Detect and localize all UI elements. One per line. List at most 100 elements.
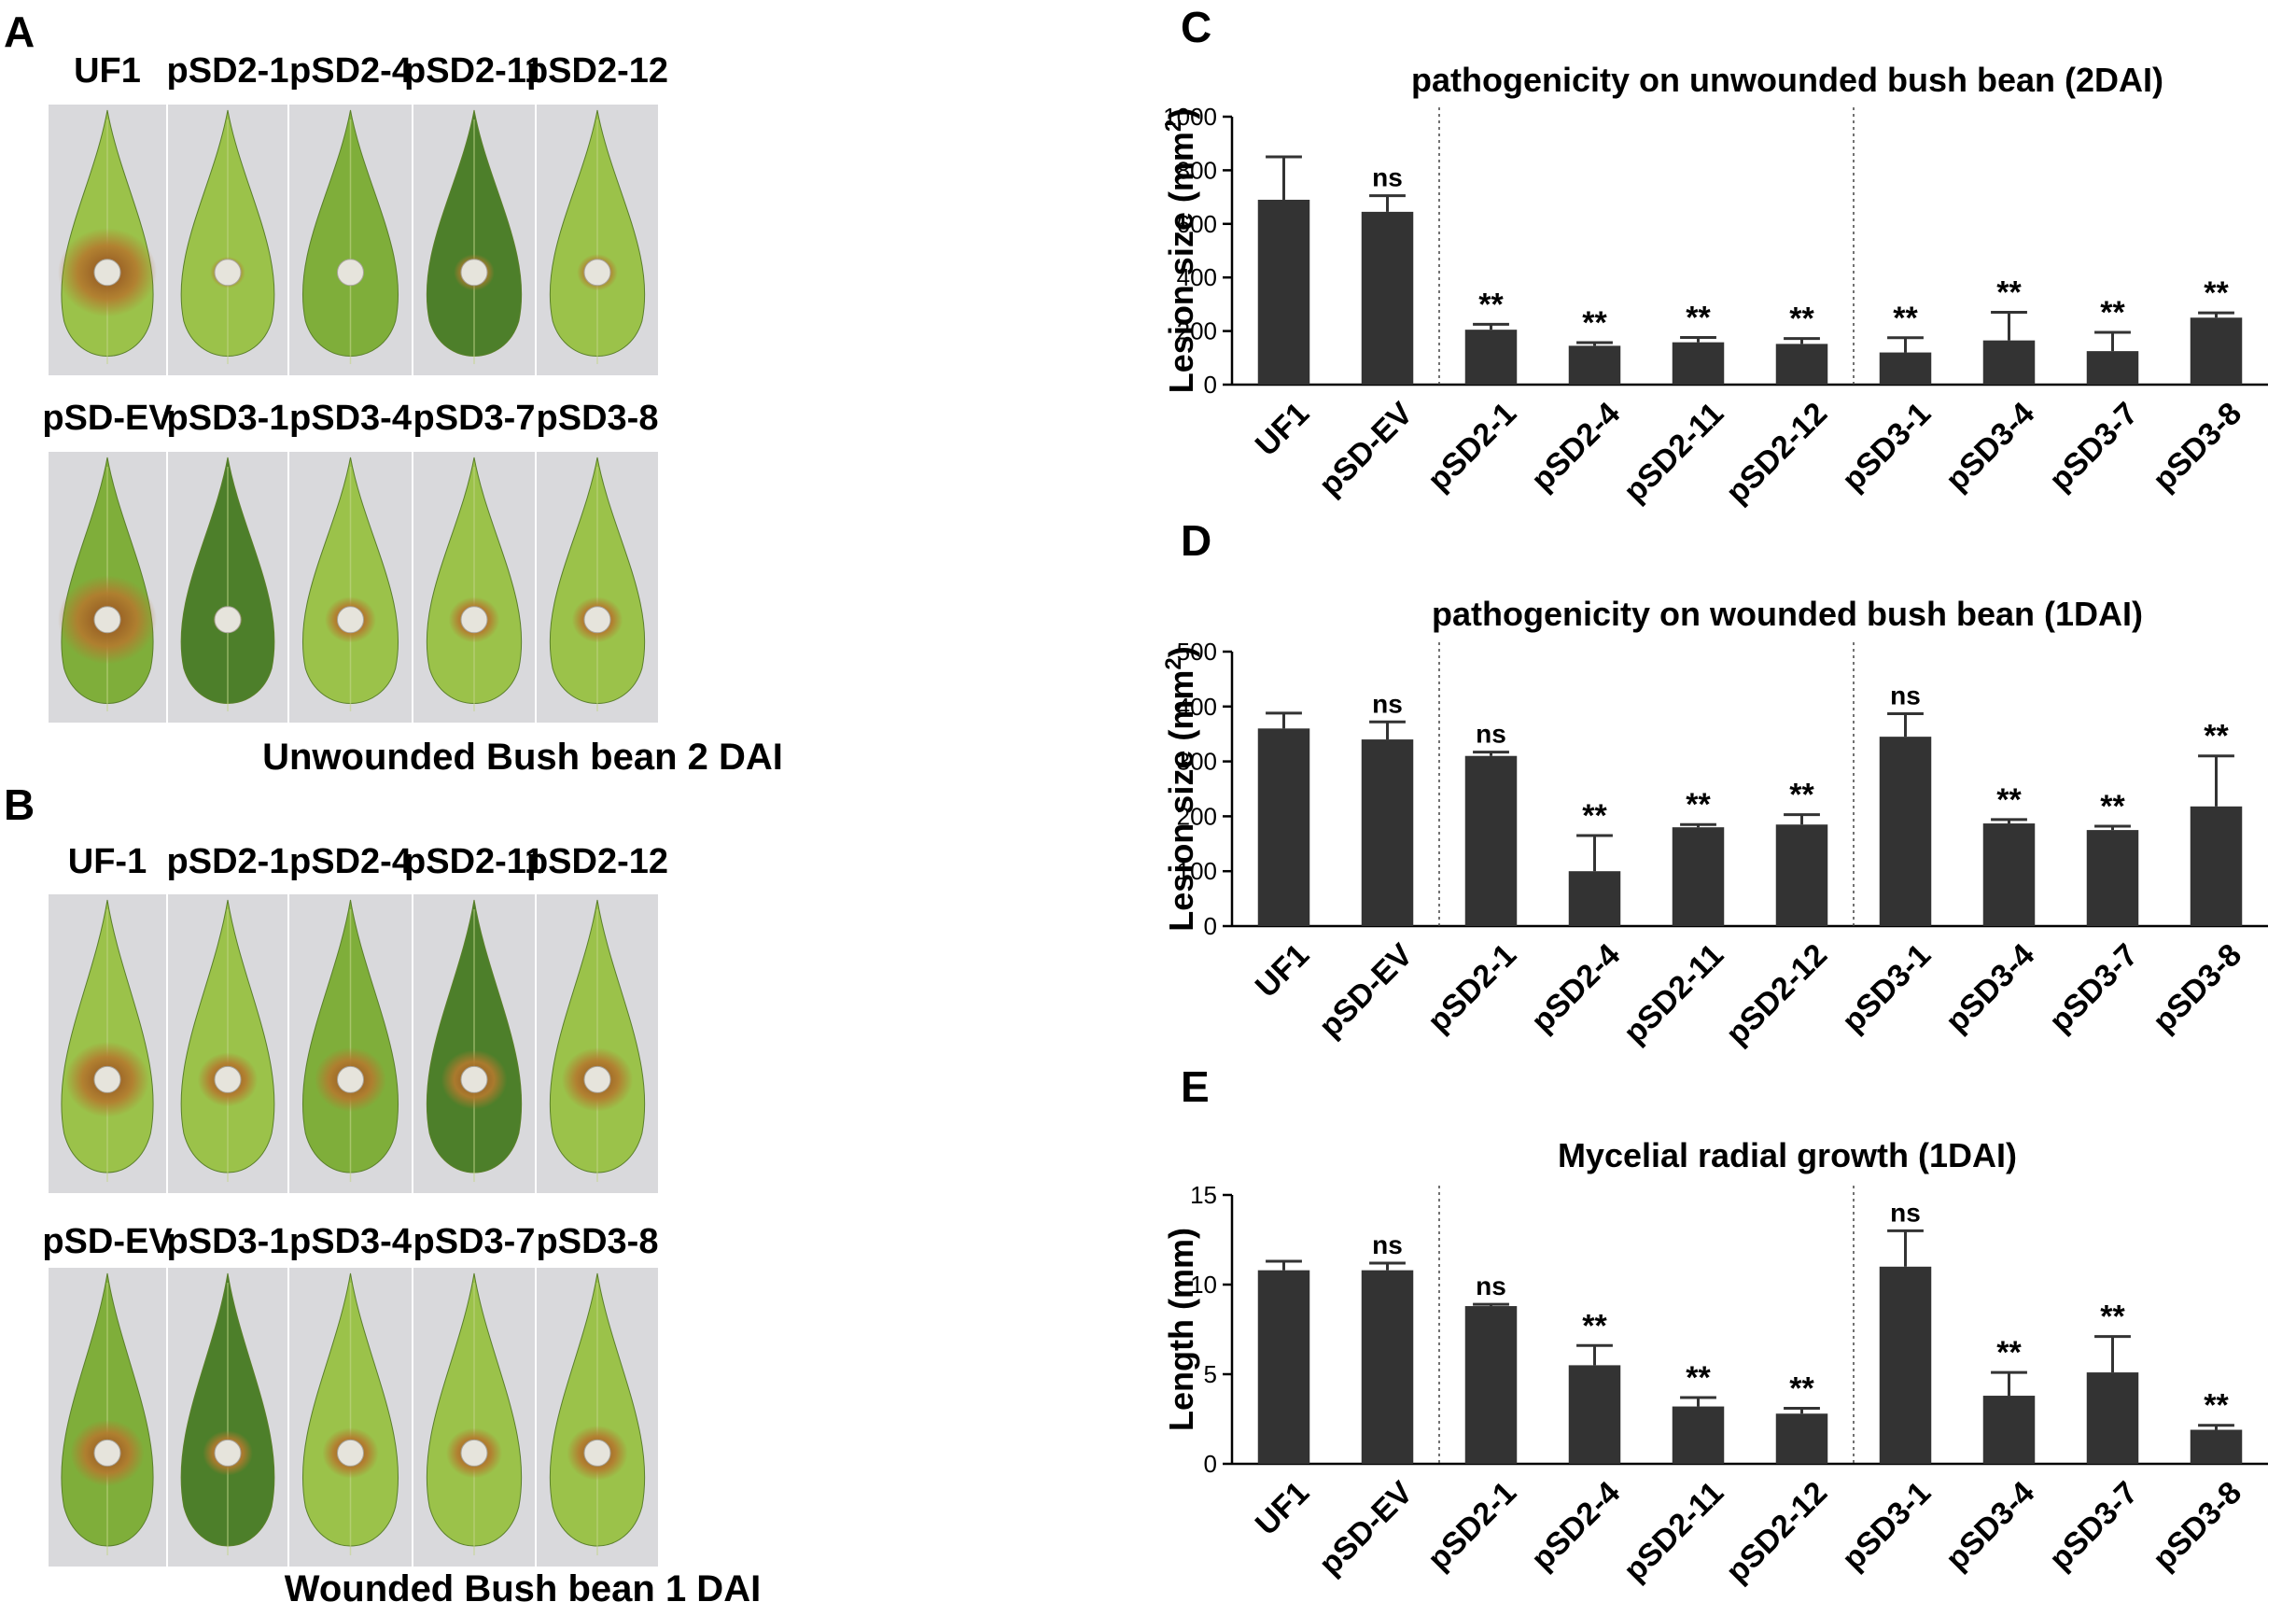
category-label: pSD2-11 — [1617, 937, 1730, 1051]
category-label: pSD3-8 — [2146, 1475, 2248, 1578]
chart-title: Mycelial radial growth (1DAI) — [1558, 1136, 2017, 1174]
y-tick-label: 600 — [1177, 210, 1217, 238]
panel-letter-e: E — [1181, 1062, 1210, 1111]
leaf-photo — [49, 452, 166, 723]
category-label: UF1 — [1249, 396, 1316, 463]
significance-label: ** — [2100, 1300, 2125, 1335]
y-tick-label: 800 — [1177, 156, 1217, 184]
significance-label: ** — [1789, 778, 1814, 813]
y-tick-label: 200 — [1177, 802, 1217, 830]
bar — [1879, 1266, 1932, 1464]
category-label: pSD2-4 — [1524, 396, 1627, 499]
significance-label: ns — [1890, 681, 1921, 710]
photo-label: pSD3-7 — [413, 399, 536, 438]
bar — [1568, 871, 1621, 926]
category-label: pSD2-4 — [1524, 937, 1627, 1040]
photo-caption: Unwounded Bush bean 2 DAI — [262, 737, 783, 778]
inoculum-droplet — [337, 259, 364, 287]
y-axis-label-close: ) — [1162, 646, 1200, 657]
category-label: pSD2-1 — [1421, 1475, 1523, 1578]
photo-label: pSD2-12 — [526, 51, 668, 91]
inoculum-droplet — [460, 1065, 488, 1093]
significance-label: ** — [1789, 302, 1814, 337]
inoculum-droplet — [93, 1065, 121, 1093]
y-tick-label: 15 — [1190, 1181, 1217, 1209]
leaf-photo — [537, 1268, 658, 1567]
y-tick-label: 400 — [1177, 693, 1217, 721]
bar — [1982, 340, 2036, 385]
y-tick-label: 0 — [1204, 912, 1217, 940]
significance-label: ns — [1372, 689, 1403, 718]
significance-label: ns — [1476, 720, 1506, 749]
category-label: pSD2-11 — [1617, 1475, 1730, 1589]
leaf-photo — [413, 105, 535, 375]
category-label: pSD3-7 — [2042, 1475, 2145, 1578]
bar — [1982, 1396, 2036, 1464]
leaf-photo — [168, 1268, 287, 1567]
photo-label: pSD2-1 — [167, 51, 289, 91]
panel-letter-b: B — [4, 780, 35, 829]
category-label: pSD3-8 — [2146, 937, 2248, 1040]
significance-label: ** — [1582, 305, 1607, 341]
category-label: pSD-EV — [1312, 396, 1420, 503]
y-tick-label: 400 — [1177, 263, 1217, 291]
significance-label: ** — [1686, 787, 1711, 822]
y-tick-label: 10 — [1190, 1271, 1217, 1299]
leaf-photo — [49, 894, 166, 1193]
bar — [1775, 344, 1828, 385]
y-tick-label: 5 — [1204, 1360, 1217, 1388]
bar — [1257, 728, 1310, 926]
category-label: pSD3-4 — [1939, 1475, 2041, 1578]
photo-label: pSD3-4 — [289, 399, 412, 438]
photo-label: pSD3-4 — [289, 1222, 412, 1261]
category-label: pSD2-11 — [1617, 396, 1730, 510]
bar — [1672, 827, 1725, 926]
photo-caption: Wounded Bush bean 1 DAI — [285, 1568, 761, 1609]
photo-label: pSD2-4 — [289, 842, 412, 881]
leaf-photo — [537, 894, 658, 1193]
category-label: UF1 — [1249, 1475, 1316, 1542]
significance-label: ** — [1893, 301, 1918, 336]
bar — [1361, 739, 1414, 926]
bar — [2086, 351, 2139, 385]
chart-d: 0 100 200 300 400 500 pathogenicity on wounded… — [1161, 595, 2268, 1052]
significance-label: ** — [2204, 1388, 2229, 1424]
bar — [1879, 737, 1932, 926]
significance-label: ns — [1890, 1198, 1921, 1227]
leaf-photo — [168, 452, 287, 723]
inoculum-droplet — [460, 259, 488, 287]
category-label: pSD2-12 — [1719, 1475, 1834, 1590]
y-axis-label-superscript: 2 — [1161, 657, 1186, 669]
inoculum-droplet — [214, 259, 242, 287]
bar — [2190, 317, 2243, 385]
bar — [1568, 345, 1621, 385]
bar — [1775, 824, 1828, 926]
inoculum-droplet — [583, 606, 611, 634]
photo-label: pSD2-12 — [526, 842, 668, 881]
leaf-photo — [289, 1268, 412, 1567]
y-axis-label: Lesion size (mm2) — [1161, 108, 1201, 393]
inoculum-droplet — [337, 1439, 364, 1467]
category-label: pSD2-4 — [1524, 1475, 1627, 1578]
bar — [2086, 1372, 2139, 1464]
significance-label: ** — [1996, 275, 2022, 311]
chart-title: pathogenicity on wounded bush bean (1DAI… — [1432, 595, 2143, 633]
bar — [1672, 342, 1725, 385]
bar — [1257, 1270, 1310, 1464]
photo-label: pSD2-11 — [404, 51, 544, 91]
bar — [1464, 1306, 1518, 1464]
category-label: pSD3-4 — [1939, 396, 2041, 499]
bar — [1775, 1413, 1828, 1464]
photo-label: pSD3-8 — [537, 399, 659, 438]
photo-label: pSD3-1 — [167, 399, 289, 438]
category-label: pSD3-7 — [2042, 937, 2145, 1040]
y-tick-label: 1000 — [1163, 103, 1217, 131]
significance-label: ** — [2204, 719, 2229, 754]
category-label: pSD2-12 — [1719, 396, 1834, 511]
photo-label: pSD3-1 — [167, 1222, 289, 1261]
inoculum-droplet — [93, 606, 121, 634]
significance-label: ** — [1996, 782, 2022, 818]
category-label: pSD3-8 — [2146, 396, 2248, 499]
photo-label: pSD2-11 — [404, 842, 544, 881]
